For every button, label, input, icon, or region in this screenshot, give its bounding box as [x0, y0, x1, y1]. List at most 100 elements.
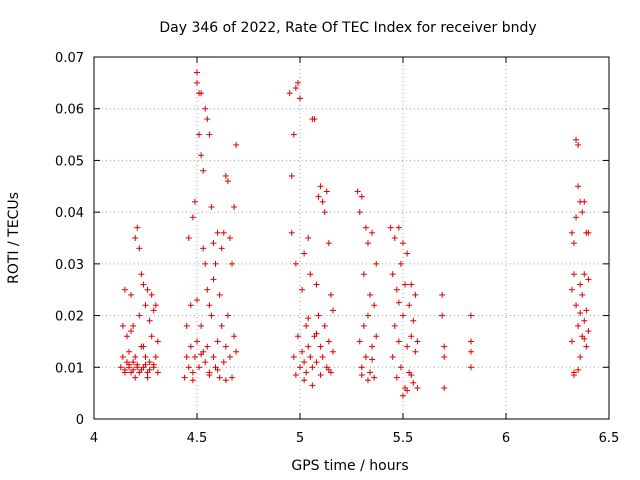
- data-point: [222, 172, 229, 179]
- data-point: [123, 333, 130, 340]
- data-point: [315, 193, 322, 200]
- data-point: [288, 172, 295, 179]
- data-point: [321, 322, 328, 329]
- chart-title: Day 346 of 2022, Rate Of TEC Index for r…: [159, 20, 536, 36]
- data-point: [313, 330, 320, 337]
- data-point: [575, 366, 582, 373]
- x-tick-label: 4: [90, 431, 98, 446]
- y-tick-label: 0.07: [55, 51, 84, 66]
- data-point: [183, 322, 190, 329]
- data-point: [134, 361, 141, 368]
- data-point: [581, 335, 588, 342]
- x-tick-label: 6: [502, 431, 510, 446]
- data-point: [305, 315, 312, 322]
- data-point: [231, 333, 238, 340]
- plot-frame: [93, 56, 610, 420]
- data-point: [187, 343, 194, 350]
- data-point: [408, 281, 415, 288]
- data-point: [369, 229, 376, 236]
- x-tick-label: 4.5: [187, 431, 208, 446]
- data-point: [393, 286, 400, 293]
- data-point: [410, 317, 417, 324]
- data-point: [307, 353, 314, 360]
- y-tick-label: 0.04: [55, 206, 84, 221]
- data-point: [585, 328, 592, 335]
- data-point: [224, 312, 231, 319]
- data-point: [439, 312, 446, 319]
- data-point: [305, 343, 312, 350]
- data-point: [286, 90, 293, 97]
- data-point: [292, 260, 299, 267]
- data-point: [412, 348, 419, 355]
- data-point: [297, 364, 303, 371]
- data-point: [568, 286, 575, 293]
- data-point: [198, 152, 205, 159]
- data-point: [358, 372, 365, 379]
- data-point: [218, 245, 225, 252]
- data-point: [315, 312, 322, 319]
- data-point: [391, 322, 398, 329]
- data-point: [329, 348, 336, 355]
- data-point: [196, 131, 203, 138]
- data-point: [395, 338, 402, 345]
- data-point: [373, 260, 380, 267]
- data-point: [119, 322, 126, 329]
- data-point: [220, 359, 227, 366]
- data-point: [119, 353, 126, 360]
- data-point: [194, 338, 200, 345]
- data-point: [585, 276, 592, 283]
- data-point: [150, 307, 157, 314]
- data-point: [229, 260, 236, 267]
- data-point: [360, 322, 367, 329]
- data-point: [325, 338, 332, 345]
- data-point: [570, 271, 577, 278]
- data-point: [185, 235, 192, 241]
- data-point: [191, 353, 198, 360]
- grid-lines: [94, 57, 609, 419]
- data-point: [130, 366, 137, 373]
- data-point: [231, 203, 238, 210]
- data-point: [395, 224, 402, 231]
- data-point: [183, 353, 190, 360]
- data-point: [198, 351, 205, 358]
- data-point: [577, 309, 584, 316]
- data-point: [200, 167, 207, 174]
- data-point: [214, 338, 221, 345]
- data-point: [292, 372, 299, 379]
- data-point: [325, 240, 332, 247]
- data-point: [400, 312, 406, 319]
- data-point: [204, 343, 211, 350]
- data-point: [356, 338, 363, 345]
- data-point: [297, 95, 303, 102]
- data-point: [218, 322, 225, 329]
- data-point: [371, 302, 378, 309]
- y-tick-label: 0.05: [55, 154, 84, 169]
- data-point: [202, 105, 209, 112]
- data-point: [212, 260, 219, 267]
- data-point: [568, 338, 575, 345]
- data-point: [317, 372, 324, 379]
- data-point: [208, 203, 215, 210]
- data-point: [206, 131, 213, 138]
- data-point: [410, 379, 417, 386]
- data-point: [309, 382, 316, 389]
- data-point: [226, 353, 233, 360]
- data-point: [404, 387, 411, 394]
- data-point: [575, 322, 582, 329]
- y-tick-label: 0.01: [55, 361, 84, 376]
- data-point: [128, 291, 135, 298]
- data-point: [206, 372, 213, 379]
- data-point: [404, 343, 411, 350]
- data-point: [136, 245, 143, 252]
- data-point: [222, 343, 229, 350]
- data-point: [414, 384, 421, 391]
- data-point: [294, 333, 301, 340]
- data-point: [408, 372, 415, 379]
- data-point: [389, 353, 396, 360]
- data-point: [130, 359, 137, 366]
- data-point: [467, 348, 474, 355]
- data-point: [364, 312, 371, 319]
- data-point: [214, 229, 221, 236]
- data-point: [583, 343, 590, 350]
